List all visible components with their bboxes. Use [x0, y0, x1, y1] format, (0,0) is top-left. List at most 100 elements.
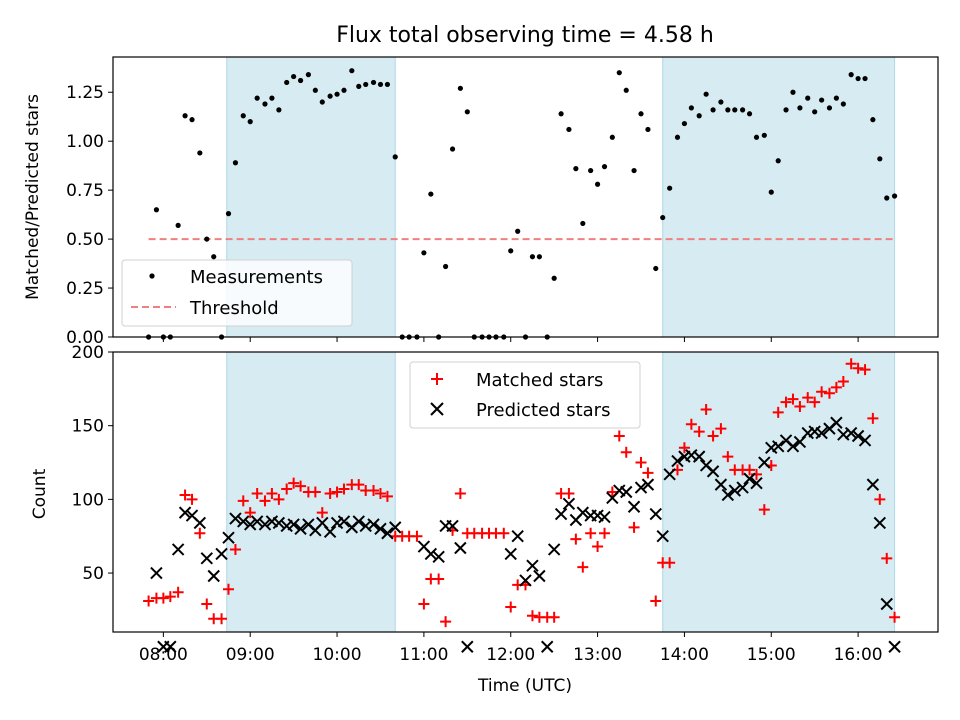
- matched-star-point: [223, 583, 234, 595]
- measurement-point: [674, 134, 681, 140]
- top-y-axis-label: Matched/Predicted stars: [23, 94, 43, 300]
- measurement-point: [225, 211, 232, 217]
- predicted-star-point: [888, 640, 901, 653]
- predicted-star-point: [671, 454, 684, 468]
- matched-star-point: [852, 362, 864, 374]
- top-axes-frame: [112, 56, 939, 338]
- predicted-star-point: [880, 597, 893, 611]
- matched-star-point: [722, 451, 734, 463]
- matched-star-point: [859, 364, 871, 376]
- predicted-star-point: [541, 640, 554, 653]
- predicted-star-point: [598, 510, 611, 524]
- bottom-x-axis: 08:00 09:00 10:00 11:00 12:00 13:00 14:00 15:00…: [139, 632, 883, 665]
- matched-star-point: [635, 457, 647, 469]
- matched-star-point: [678, 442, 690, 454]
- top-y-tick-label: 0.00: [66, 328, 104, 348]
- matched-star-point: [585, 527, 597, 539]
- measurement-point: [384, 81, 391, 88]
- matched-star-point: [309, 486, 321, 498]
- measurement-point: [848, 72, 854, 78]
- predicted-star-point: [229, 512, 242, 525]
- bottom-x-tick-label: 16:00: [834, 645, 883, 665]
- predicted-star-point: [294, 522, 307, 536]
- matched-star-point: [693, 426, 705, 438]
- predicted-star-point: [323, 525, 337, 538]
- measurement-point: [623, 87, 629, 93]
- matched-star-point: [570, 533, 582, 545]
- bottom-panel: 50 100 150 200 08:00 09:00 10:00 11:00 12:00 13:…: [30, 343, 939, 696]
- predicted-star-point: [750, 476, 763, 490]
- predicted-star-point: [554, 507, 568, 521]
- legend-measurements-marker: [149, 273, 155, 279]
- bottom-legend-box: [409, 361, 641, 429]
- measurement-point: [696, 113, 702, 119]
- matched-star-point: [266, 487, 278, 499]
- measurement-point: [529, 254, 536, 260]
- measurement-point: [240, 113, 246, 119]
- predicted-star-point: [858, 434, 872, 447]
- measurement-point: [211, 254, 217, 260]
- matched-star-point: [433, 573, 445, 585]
- measurement-point: [768, 189, 774, 195]
- predicted-star-point: [873, 516, 887, 530]
- matched-star-point: [685, 418, 697, 430]
- measurement-point: [805, 95, 811, 101]
- measurement-point: [761, 132, 767, 138]
- measurement-point: [291, 73, 297, 80]
- measurement-point: [363, 81, 369, 88]
- top-legend: Measurements Threshold: [121, 259, 353, 327]
- measurement-point: [638, 111, 644, 117]
- matched-star-point: [381, 490, 393, 502]
- measurement-point: [428, 191, 434, 197]
- measurement-point: [153, 207, 160, 213]
- predicted-star-point: [743, 472, 756, 485]
- bottom-x-tick-label: 13:00: [573, 645, 622, 665]
- measurement-point: [797, 105, 803, 111]
- measurement-point: [508, 248, 514, 254]
- measurement-point: [312, 87, 318, 93]
- measurement-point: [833, 95, 839, 101]
- predicted-star-point: [374, 522, 387, 536]
- matched-star-point: [331, 486, 343, 498]
- predicted-star-point: [454, 541, 467, 555]
- predicted-star-point: [786, 440, 800, 453]
- bottom-x-tick-label: 09:00: [226, 645, 275, 665]
- matched-star-point: [440, 616, 452, 628]
- legend-predicted-label: Predicted stars: [476, 400, 610, 421]
- predicted-star-point: [620, 485, 633, 499]
- measurement-point: [370, 79, 377, 86]
- matched-star-point: [273, 493, 285, 505]
- bottom-y-axis-label: Count: [30, 468, 50, 519]
- predicted-star-point: [504, 547, 517, 561]
- predicted-star-point: [272, 516, 286, 530]
- matched-star-point: [816, 386, 828, 398]
- top-x-ticks: [162, 337, 859, 342]
- matched-star-point: [288, 477, 300, 489]
- bottom-y-tick-label: 200: [72, 343, 104, 363]
- measurement-point: [877, 156, 883, 162]
- bottom-x-tick-label: 10:00: [313, 645, 362, 665]
- matched-star-point: [707, 430, 719, 442]
- matched-star-point: [700, 403, 712, 415]
- matched-star-point: [592, 541, 604, 553]
- matched-star-point: [548, 611, 560, 623]
- predicted-star-point: [663, 468, 676, 481]
- predicted-star-point: [207, 569, 220, 583]
- measurement-point: [182, 113, 188, 119]
- measurement-point: [616, 70, 622, 76]
- matched-star-point: [650, 595, 662, 607]
- matched-star-point: [620, 446, 632, 458]
- matched-star-point: [802, 392, 814, 404]
- measurement-point: [783, 107, 789, 113]
- matched-star-point: [229, 543, 241, 555]
- predicted-star-point: [692, 450, 706, 463]
- bottom-y-axis: 50 100 150 200: [72, 343, 113, 584]
- measurement-point: [515, 228, 521, 234]
- predicted-star-point: [627, 500, 641, 513]
- measurement-point: [232, 160, 239, 166]
- predicted-star-point: [562, 497, 576, 510]
- predicted-star-point: [866, 478, 880, 491]
- measurement-point: [703, 91, 709, 97]
- measurement-point: [247, 119, 253, 125]
- measurement-point: [688, 105, 694, 111]
